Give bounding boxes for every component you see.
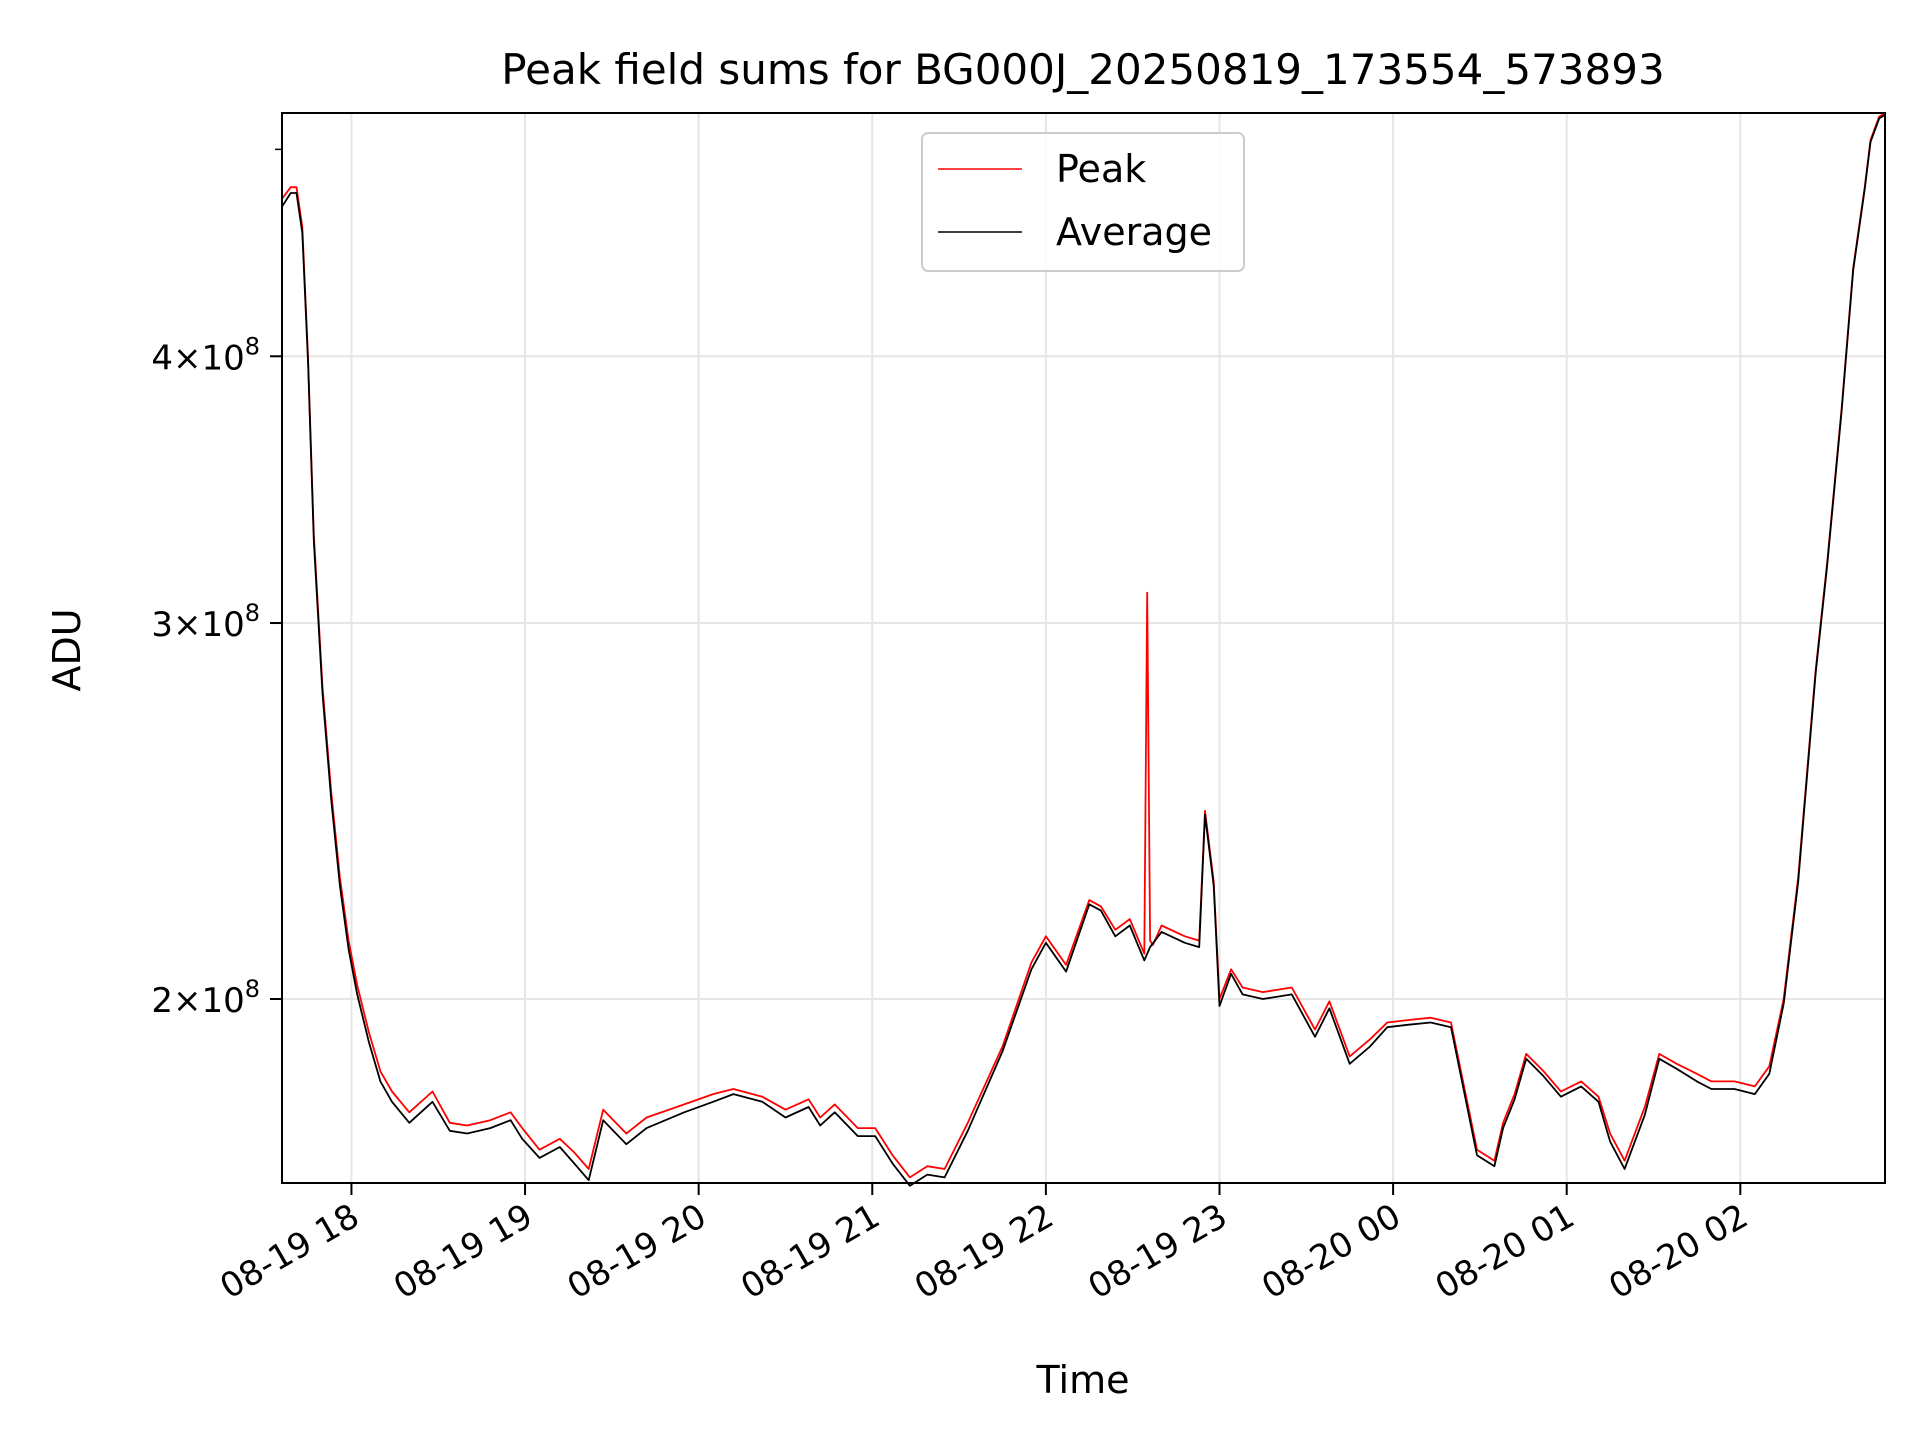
grid-lines: [282, 113, 1885, 1183]
chart-title: Peak field sums for BG000J_20250819_1735…: [501, 45, 1664, 94]
y-axis-label: ADU: [45, 608, 89, 691]
y-tick-label: 4×108: [151, 332, 260, 378]
legend-box: [921, 132, 1245, 272]
legend: Peak Average: [921, 132, 1245, 272]
plot-series: [281, 112, 1886, 1187]
legend-label-peak: Peak: [1056, 147, 1146, 191]
legend-label-average: Average: [1056, 210, 1212, 254]
series-line-average: [281, 114, 1886, 1187]
y-tick-label: 3×108: [151, 599, 260, 645]
plot-frame: [281, 112, 1886, 1184]
y-tick-label: 2×108: [151, 975, 260, 1021]
x-axis-label: Time: [1036, 1358, 1130, 1402]
series-line-peak: [281, 112, 1886, 1179]
